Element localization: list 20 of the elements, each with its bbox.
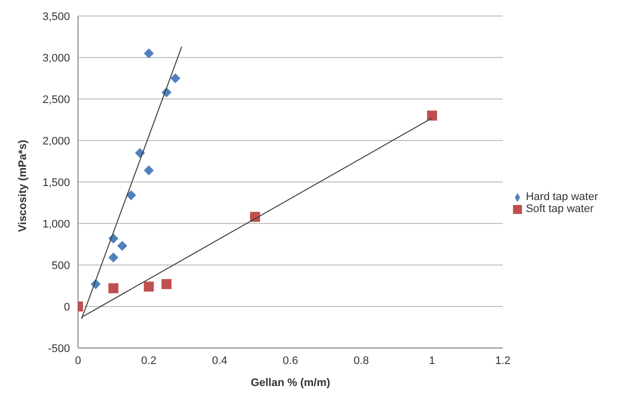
legend-label: Hard tap water: [526, 191, 598, 203]
x-tick-label: 1: [428, 354, 436, 367]
x-tick-label: 0.6: [282, 354, 298, 367]
x-tick-label: 0.2: [141, 354, 156, 367]
y-tick-label: 1,000: [42, 218, 70, 230]
y-tick-label: 500: [52, 260, 70, 272]
x-tick-label: 0: [74, 354, 82, 367]
y-axis-title: Viscosity (mPa*s): [16, 140, 29, 232]
y-tick-label: -500: [48, 342, 70, 355]
y-tick-label: 2,000: [42, 135, 70, 148]
y-tick-label: 3,000: [42, 52, 70, 64]
x-tick-label: 0.8: [354, 354, 369, 367]
x-tick-label: 1.2: [495, 354, 510, 367]
legend-label: Soft tap water: [526, 203, 594, 215]
y-tick-label: 2,500: [42, 94, 70, 106]
y-tick-label: 3,500: [42, 10, 70, 23]
x-tick-label: 0.4: [212, 354, 228, 367]
y-tick-label: 0: [64, 301, 70, 314]
x-axis-title: Gellan % (m/m): [250, 377, 330, 389]
y-tick-label: 1,500: [42, 176, 70, 189]
